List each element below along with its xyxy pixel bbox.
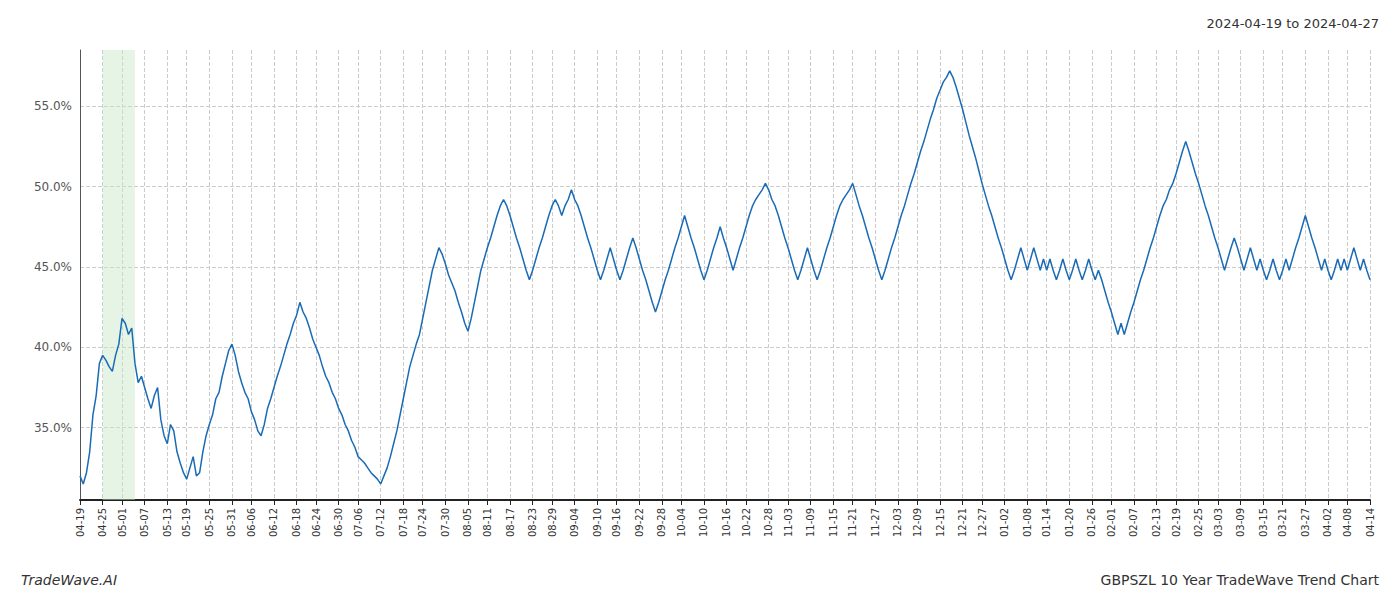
svg-text:10-22: 10-22	[741, 508, 752, 537]
svg-text:11-21: 11-21	[847, 508, 858, 537]
svg-text:12-21: 12-21	[957, 508, 968, 537]
svg-text:01-20: 01-20	[1064, 508, 1075, 537]
svg-text:07-06: 07-06	[353, 508, 364, 537]
svg-text:05-25: 05-25	[204, 508, 215, 537]
svg-text:01-14: 01-14	[1041, 508, 1052, 537]
svg-text:05-01: 05-01	[117, 508, 128, 537]
svg-text:09-16: 09-16	[611, 508, 622, 537]
svg-text:07-18: 07-18	[398, 508, 409, 537]
svg-text:10-16: 10-16	[721, 508, 732, 537]
svg-text:01-02: 01-02	[999, 508, 1010, 537]
svg-text:05-07: 05-07	[139, 508, 150, 537]
svg-text:GBPSZL 10 Year TradeWave Trend: GBPSZL 10 Year TradeWave Trend Chart	[1101, 572, 1380, 588]
svg-text:03-09: 03-09	[1235, 508, 1246, 537]
svg-text:05-19: 05-19	[181, 508, 192, 537]
svg-text:07-24: 07-24	[417, 508, 428, 537]
svg-text:07-30: 07-30	[440, 508, 451, 537]
svg-text:08-23: 08-23	[527, 508, 538, 537]
svg-text:12-15: 12-15	[935, 508, 946, 537]
svg-text:50.0%: 50.0%	[34, 180, 72, 194]
svg-text:07-12: 07-12	[375, 508, 386, 537]
svg-text:11-03: 11-03	[783, 508, 794, 537]
svg-text:10-10: 10-10	[698, 508, 709, 537]
svg-text:02-01: 02-01	[1106, 508, 1117, 537]
svg-text:TradeWave.AI: TradeWave.AI	[21, 572, 117, 588]
svg-text:03-27: 03-27	[1300, 508, 1311, 537]
svg-text:08-11: 08-11	[482, 508, 493, 537]
svg-text:11-15: 11-15	[828, 508, 839, 537]
svg-text:03-15: 03-15	[1258, 508, 1269, 537]
svg-text:04-08: 04-08	[1342, 508, 1353, 537]
svg-text:35.0%: 35.0%	[34, 421, 72, 435]
svg-text:12-27: 12-27	[977, 508, 988, 537]
svg-text:04-19: 04-19	[75, 508, 86, 537]
svg-text:11-09: 11-09	[805, 508, 816, 537]
svg-text:04-14: 04-14	[1365, 508, 1376, 537]
svg-text:09-10: 09-10	[592, 508, 603, 537]
svg-text:40.0%: 40.0%	[34, 340, 72, 354]
svg-text:55.0%: 55.0%	[34, 99, 72, 113]
svg-text:06-30: 06-30	[333, 508, 344, 537]
svg-text:03-21: 03-21	[1277, 508, 1288, 537]
svg-text:02-25: 02-25	[1193, 508, 1204, 537]
svg-text:04-25: 04-25	[97, 508, 108, 537]
svg-text:12-09: 12-09	[912, 508, 923, 537]
svg-text:02-13: 02-13	[1151, 508, 1162, 537]
svg-text:12-03: 12-03	[892, 508, 903, 537]
svg-text:10-28: 10-28	[763, 508, 774, 537]
svg-text:08-29: 08-29	[547, 508, 558, 537]
svg-text:10-04: 10-04	[676, 508, 687, 537]
svg-text:01-08: 01-08	[1022, 508, 1033, 537]
svg-text:05-13: 05-13	[162, 508, 173, 537]
svg-text:06-24: 06-24	[311, 508, 322, 537]
svg-text:06-12: 06-12	[268, 508, 279, 537]
svg-text:08-17: 08-17	[505, 508, 516, 537]
svg-text:08-05: 08-05	[462, 508, 473, 537]
svg-text:01-26: 01-26	[1086, 508, 1097, 537]
svg-text:06-18: 06-18	[291, 508, 302, 537]
svg-text:11-27: 11-27	[870, 508, 881, 537]
svg-text:05-31: 05-31	[226, 508, 237, 537]
svg-text:04-02: 04-02	[1322, 508, 1333, 537]
svg-text:02-07: 02-07	[1128, 508, 1139, 537]
svg-text:09-22: 09-22	[634, 508, 645, 537]
svg-text:45.0%: 45.0%	[34, 260, 72, 274]
svg-text:02-19: 02-19	[1171, 508, 1182, 537]
svg-text:09-28: 09-28	[656, 508, 667, 537]
svg-text:2024-04-19 to 2024-04-27: 2024-04-19 to 2024-04-27	[1207, 16, 1379, 31]
svg-text:06-06: 06-06	[246, 508, 257, 537]
svg-text:03-03: 03-03	[1213, 508, 1224, 537]
svg-text:09-04: 09-04	[569, 508, 580, 537]
